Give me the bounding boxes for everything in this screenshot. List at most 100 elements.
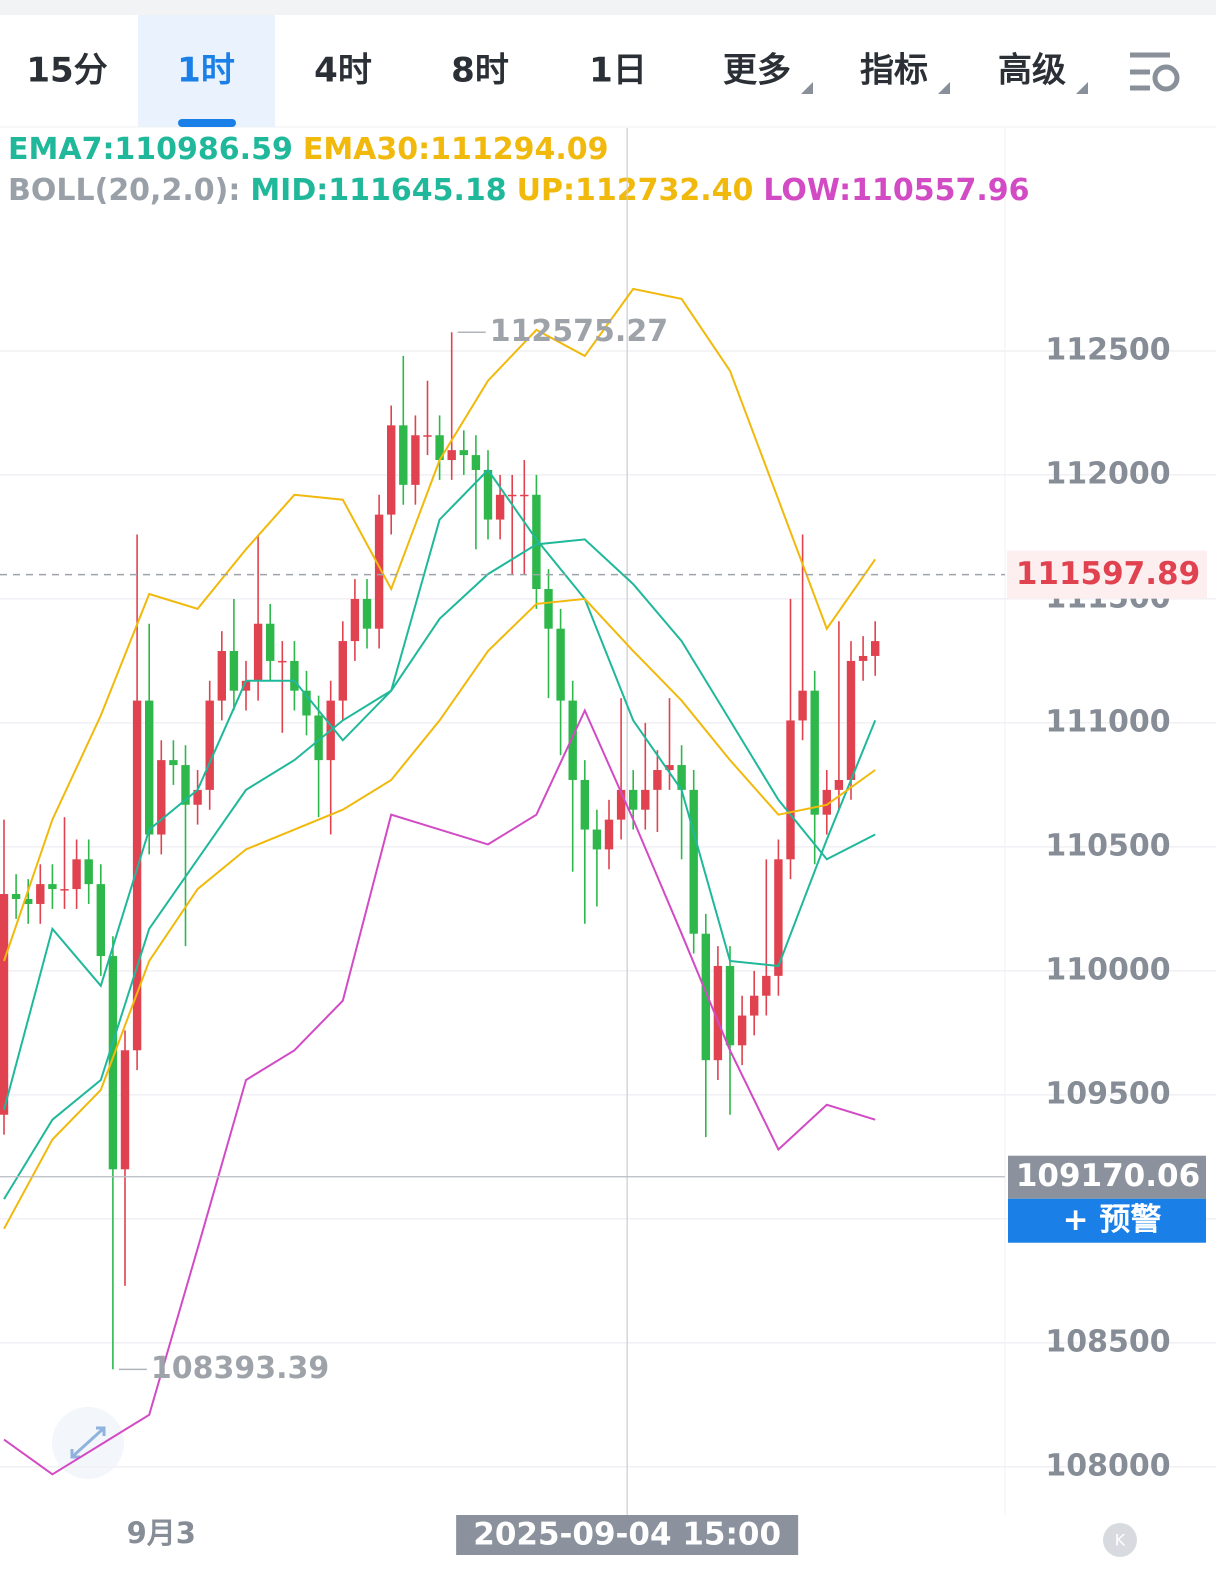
- candle-body: [229, 651, 239, 691]
- candle-body: [762, 975, 771, 996]
- crosshair-time: 2025-09-04 15:00: [473, 1517, 781, 1553]
- tab[interactable]: 指标: [860, 51, 928, 91]
- legend-item: BOLL(20,2.0):: [8, 173, 240, 208]
- min-annotation: 108393.39: [151, 1351, 329, 1386]
- legend-item: EMA30:111294.09: [303, 132, 609, 167]
- svg-text:K: K: [1115, 1531, 1126, 1550]
- candle-body: [592, 829, 602, 850]
- x-tick-label: 9月3: [127, 1516, 196, 1550]
- y-tick-label: 111000: [1045, 704, 1170, 739]
- candle-body: [459, 450, 468, 456]
- candle-body: [750, 995, 759, 1016]
- candle-body: [798, 690, 807, 721]
- y-tick-label: 108500: [1045, 1324, 1170, 1359]
- legend-item: LOW:110557.96: [763, 173, 1029, 208]
- candle-body: [846, 660, 856, 780]
- candle-body: [508, 494, 517, 497]
- candle-body: [810, 690, 819, 815]
- candle-body: [108, 956, 118, 1170]
- legend-item: EMA7:110986.59: [8, 132, 293, 167]
- status-strip: [0, 0, 1216, 15]
- tab-indicator: [178, 119, 236, 127]
- candle-body: [96, 884, 105, 957]
- last-price-bg: [1007, 550, 1207, 599]
- candle-body: [786, 720, 795, 860]
- candle-body: [217, 651, 226, 701]
- candle-body: [36, 884, 45, 904]
- candle-body: [266, 623, 275, 661]
- expand-icon[interactable]: [52, 1407, 124, 1479]
- dropdown-caret: [1076, 82, 1088, 94]
- max-annotation: 112575.27: [490, 314, 668, 349]
- candle-body: [483, 469, 493, 520]
- candle-body: [677, 765, 686, 790]
- y-tick-label: 110000: [1045, 952, 1170, 987]
- candle-body: [399, 425, 408, 485]
- tab[interactable]: 高级: [998, 51, 1066, 91]
- indicator-line: [3, 468, 877, 1111]
- candle-body: [689, 789, 698, 934]
- legend-row: EMA7:110986.59 EMA30:111294.09: [8, 132, 609, 167]
- crosshair-price: 109170.06: [1016, 1158, 1200, 1194]
- candle-body: [169, 760, 178, 766]
- legend-row: BOLL(20,2.0): MID:111645.18 UP:112732.40 LO…: [8, 173, 1029, 208]
- last-price-label: 111597.89: [1016, 556, 1200, 592]
- candle-body: [181, 765, 190, 805]
- candle-body: [84, 859, 93, 885]
- candle-body: [568, 700, 577, 780]
- tab[interactable]: 1日: [589, 51, 647, 91]
- indicator-line: [3, 708, 876, 1476]
- candle-body: [48, 884, 57, 890]
- alert-button-bg[interactable]: [1008, 1198, 1206, 1243]
- candle-body: [302, 690, 311, 716]
- candle-body: [665, 765, 674, 771]
- candle-body: [532, 494, 541, 590]
- candle-body: [580, 779, 589, 830]
- candle-body: [653, 770, 662, 790]
- candle-body: [495, 494, 505, 520]
- tab[interactable]: 8时: [451, 51, 509, 91]
- candle-body: [145, 700, 154, 835]
- y-tick-label: 109500: [1045, 1076, 1170, 1111]
- candle-body: [11, 894, 21, 899]
- candle-body: [314, 715, 323, 761]
- candle-body: [616, 789, 626, 820]
- candle-body: [290, 660, 299, 691]
- candle-body: [604, 819, 614, 850]
- alert-button[interactable]: + 预警: [1063, 1202, 1162, 1238]
- y-tick-label: 112500: [1045, 332, 1170, 367]
- settings-icon[interactable]: [1130, 52, 1180, 92]
- candle-body: [193, 789, 202, 805]
- kline-icon[interactable]: K: [1103, 1523, 1137, 1557]
- tab[interactable]: 1时: [177, 51, 235, 91]
- candle-body: [858, 655, 868, 661]
- legend-item: MID:111645.18: [250, 173, 506, 208]
- candle-body: [520, 494, 529, 497]
- candle-body: [471, 455, 481, 470]
- tab[interactable]: 更多: [723, 51, 791, 91]
- candle-body: [544, 589, 553, 629]
- indicator-line: [3, 287, 877, 962]
- candle-body: [374, 514, 384, 629]
- candle-body: [278, 660, 287, 663]
- candle-body: [423, 435, 432, 437]
- tab[interactable]: 4时: [314, 51, 372, 91]
- candle-body: [737, 1015, 747, 1046]
- candle-body: [871, 641, 880, 656]
- candle-body: [822, 789, 831, 815]
- candle-body: [447, 450, 456, 461]
- candle-body: [24, 898, 33, 904]
- y-tick-label: 108000: [1045, 1448, 1170, 1483]
- candle-body: [701, 933, 710, 1061]
- y-tick-label: 112000: [1045, 456, 1170, 491]
- candle-body: [713, 965, 723, 1061]
- crosshair-price-bg: [1008, 1155, 1206, 1199]
- dropdown-caret: [801, 82, 813, 94]
- tab[interactable]: 15分: [26, 51, 107, 91]
- candle-body: [435, 435, 444, 461]
- candle-body: [629, 789, 638, 810]
- candle-body: [72, 859, 81, 890]
- candle-body: [120, 1050, 130, 1170]
